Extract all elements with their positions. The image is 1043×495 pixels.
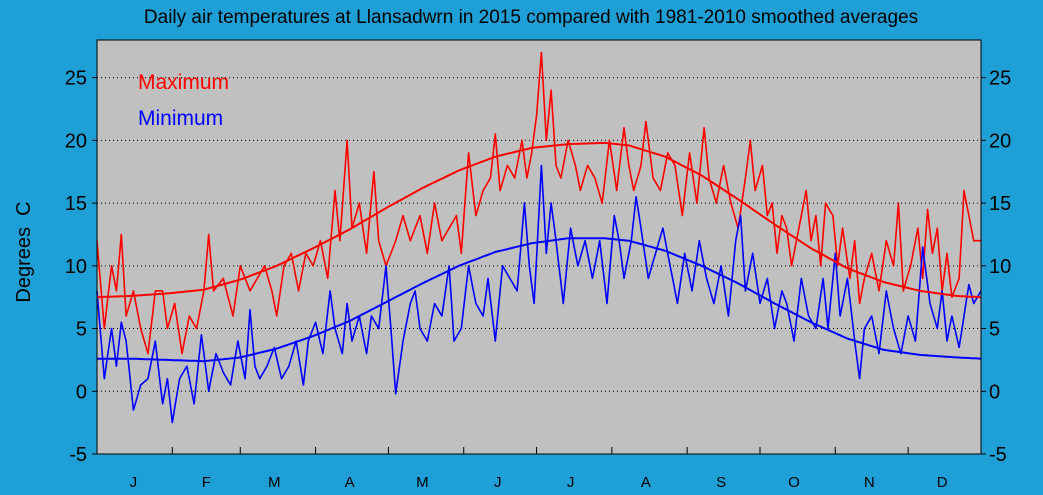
smoothed-average-line-maximum [96, 141, 982, 299]
y-tick-label-left-5: 20 [65, 130, 87, 152]
month-label-4: M [416, 474, 429, 491]
month-label-9: O [788, 474, 800, 491]
y-tick-label-left-3: 10 [65, 256, 87, 278]
y-tick-labels-right: -5 0 5 10 15 20 25 [989, 68, 1011, 466]
month-label-10: N [864, 474, 875, 491]
y-tick-label-right-1: 0 [989, 381, 1000, 403]
series-lines [96, 51, 982, 424]
month-label-8: S [716, 474, 726, 491]
month-label-5: J [494, 474, 502, 491]
plot-frame [96, 39, 982, 455]
legend-entry-maximum: Maximum [138, 71, 229, 94]
y-tick-label-left-1: 0 [76, 381, 87, 403]
y-tick-label-right-5: 20 [989, 130, 1011, 152]
y-axis-label: Degrees C [13, 201, 35, 302]
month-label-11: D [937, 474, 948, 491]
y-tick-label-left-4: 15 [65, 193, 87, 215]
series-line-maximum [96, 51, 981, 355]
month-label-7: A [641, 474, 651, 491]
plot-area [97, 40, 981, 454]
series-line-minimum [96, 164, 982, 424]
y-tick-label-right-2: 5 [989, 319, 1000, 341]
y-tick-label-left-2: 5 [76, 319, 87, 341]
month-label-1: F [202, 474, 211, 491]
month-label-6: J [567, 474, 575, 491]
y-tick-label-left-6: 25 [65, 68, 87, 90]
axis-ticks [92, 77, 986, 455]
y-tick-label-left-0: -5 [69, 444, 87, 466]
month-label-0: J [130, 474, 138, 491]
y-tick-labels-left: -5 0 5 10 15 20 25 [65, 68, 87, 466]
chart-title: Daily air temperatures at Llansadwrn in … [144, 7, 918, 28]
smoothed-average-line-minimum [97, 237, 982, 363]
y-tick-label-right-6: 25 [989, 68, 1011, 90]
month-label-2: M [268, 474, 281, 491]
legend: Maximum Minimum [138, 71, 229, 130]
y-tick-label-right-3: 10 [989, 256, 1011, 278]
y-tick-label-right-0: -5 [989, 444, 1007, 466]
month-label-3: A [345, 474, 355, 491]
y-tick-label-right-4: 15 [989, 193, 1011, 215]
legend-entry-minimum: Minimum [138, 107, 223, 130]
